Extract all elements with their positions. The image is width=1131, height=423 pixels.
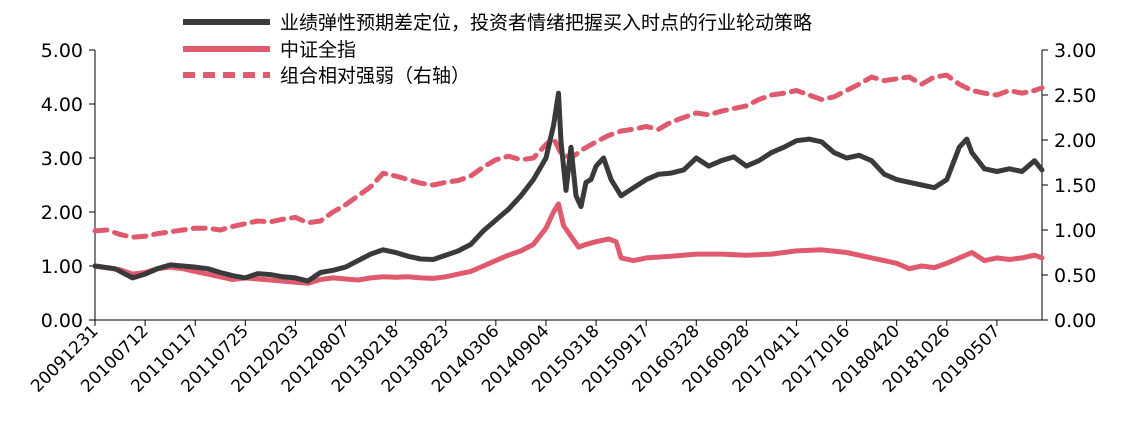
legend-label-2: 组合相对强弱（右轴）: [280, 65, 470, 87]
y-tick-label-right: 0.50: [1054, 265, 1096, 287]
y-tick-label-right: 1.00: [1054, 220, 1096, 242]
y-tick-label-left: 3.00: [41, 148, 83, 170]
legend-label-1: 中证全指: [280, 39, 356, 61]
legend: 业绩弹性预期差定位，投资者情绪把握买入时点的行业轮动策略中证全指组合相对强弱（右…: [183, 12, 812, 87]
y-tick-label-left: 0.00: [41, 310, 83, 332]
y-tick-label-right: 3.00: [1054, 40, 1096, 62]
y-tick-label-right: 2.50: [1054, 85, 1096, 107]
y-tick-label-left: 5.00: [41, 40, 83, 62]
y-tick-label-right: 1.50: [1054, 175, 1096, 197]
series-line-2: [92, 72, 1045, 240]
y-tick-label-left: 2.00: [41, 202, 83, 224]
plot-area: [92, 72, 1045, 286]
y-tick-label-right: 2.00: [1054, 130, 1096, 152]
series-line-0: [92, 90, 1045, 284]
y-tick-label-right: 0.00: [1054, 310, 1096, 332]
y-tick-label-left: 1.00: [41, 256, 83, 278]
y-tick-label-left: 4.00: [41, 94, 83, 116]
series-line-1: [92, 201, 1045, 286]
legend-label-0: 业绩弹性预期差定位，投资者情绪把握买入时点的行业轮动策略: [280, 12, 812, 34]
